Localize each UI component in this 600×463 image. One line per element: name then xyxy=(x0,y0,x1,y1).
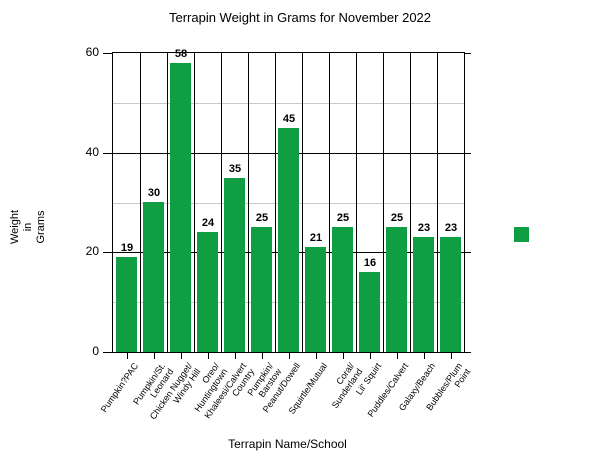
category-separator xyxy=(221,53,222,352)
x-tick xyxy=(397,353,398,359)
x-tick xyxy=(127,353,128,359)
bar xyxy=(197,232,218,352)
bar-value-label: 30 xyxy=(147,187,161,199)
plot-area: 19 30 58 24 35 25 45 21 25 16 25 23 23 xyxy=(112,48,465,353)
x-tick xyxy=(451,353,452,359)
category-separator xyxy=(410,53,411,352)
x-tick xyxy=(181,353,182,359)
category-separator xyxy=(356,53,357,352)
x-tick xyxy=(316,353,317,359)
bar xyxy=(143,202,164,352)
y-tick xyxy=(103,352,112,353)
bar-value-label: 35 xyxy=(228,163,242,175)
bar xyxy=(305,247,326,352)
bar xyxy=(413,237,434,352)
bar xyxy=(359,272,380,352)
bar-value-label: 19 xyxy=(120,242,134,254)
bar-value-label: 16 xyxy=(363,257,377,269)
y-tick-label: 40 xyxy=(85,145,99,159)
bar xyxy=(251,227,272,352)
bar-value-label: 23 xyxy=(417,222,431,234)
bar-value-label: 58 xyxy=(174,48,188,60)
category-separator xyxy=(275,53,276,352)
x-tick xyxy=(370,353,371,359)
bar xyxy=(386,227,407,352)
category-separator xyxy=(383,53,384,352)
bar-value-label: 23 xyxy=(444,222,458,234)
y-tick-label: 20 xyxy=(85,244,99,258)
category-separator xyxy=(437,53,438,352)
bar-value-label: 25 xyxy=(255,212,269,224)
y-tick-right xyxy=(465,352,471,353)
x-tick xyxy=(289,353,290,359)
x-tick xyxy=(424,353,425,359)
y-tick-right xyxy=(465,53,471,54)
bar xyxy=(278,128,299,352)
legend-swatch xyxy=(514,227,529,242)
y-tick xyxy=(103,53,112,54)
bar xyxy=(224,178,245,352)
x-tick xyxy=(343,353,344,359)
category-separator xyxy=(302,53,303,352)
y-tick-label: 60 xyxy=(85,45,99,59)
bar xyxy=(170,63,191,352)
x-tick xyxy=(235,353,236,359)
bar-value-label: 24 xyxy=(201,217,215,229)
bar-value-label: 25 xyxy=(390,212,404,224)
gridline-minor xyxy=(113,103,464,104)
category-separator xyxy=(167,53,168,352)
x-tick xyxy=(208,353,209,359)
chart-title: Terrapin Weight in Grams for November 20… xyxy=(168,10,432,25)
category-separator xyxy=(140,53,141,352)
y-tick-right xyxy=(465,252,471,253)
y-axis-title: Weight in Grams xyxy=(9,209,47,245)
x-axis-title: Terrapin Name/School xyxy=(228,437,347,451)
bar-value-label: 45 xyxy=(282,113,296,125)
bar-value-label: 25 xyxy=(336,212,350,224)
category-separator xyxy=(329,53,330,352)
x-tick xyxy=(154,353,155,359)
x-tick xyxy=(262,353,263,359)
bar xyxy=(440,237,461,352)
category-separator xyxy=(194,53,195,352)
y-tick xyxy=(103,153,112,154)
y-tick-right xyxy=(465,153,471,154)
y-tick-label: 0 xyxy=(92,344,99,358)
category-separator xyxy=(248,53,249,352)
bar xyxy=(116,257,137,352)
bar xyxy=(332,227,353,352)
bar-value-label: 21 xyxy=(309,232,323,244)
y-tick xyxy=(103,252,112,253)
